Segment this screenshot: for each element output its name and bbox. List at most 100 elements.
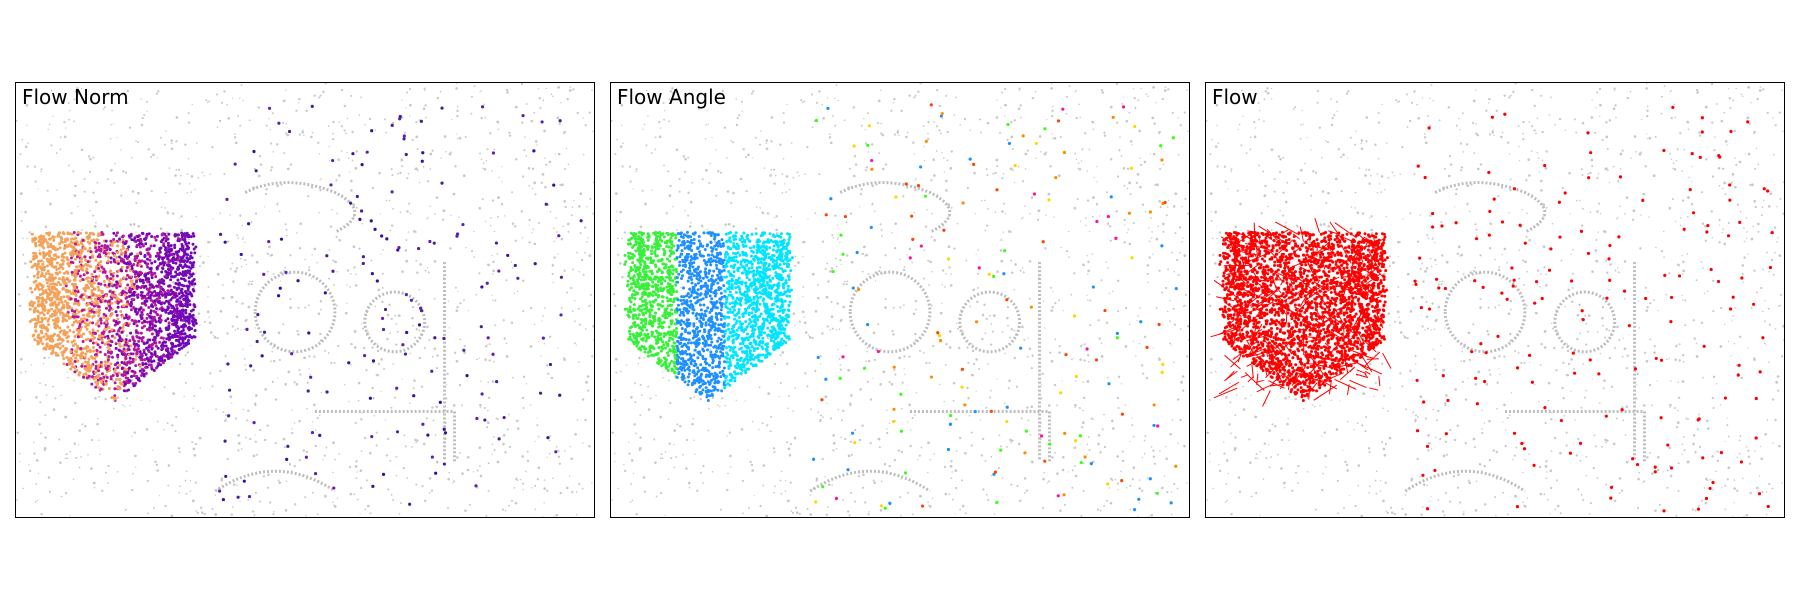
- cluster-event: [72, 315, 76, 319]
- event-dot: [418, 288, 421, 291]
- event-dot: [371, 186, 374, 190]
- event-dot: [557, 85, 561, 89]
- cluster-event: [120, 361, 124, 365]
- event-dot: [255, 394, 258, 397]
- event-dot: [593, 339, 594, 341]
- cluster-event: [79, 231, 83, 235]
- event-dot: [754, 227, 758, 230]
- event-dot: [401, 270, 404, 273]
- event-dot: [377, 288, 381, 292]
- event-dot: [428, 338, 431, 341]
- event-dot: [349, 364, 352, 366]
- event-dot: [211, 385, 214, 388]
- event-dot: [404, 445, 407, 448]
- event-dot: [1121, 459, 1125, 463]
- event-dot: [448, 152, 452, 156]
- cluster-event: [158, 307, 162, 311]
- event-dot: [480, 116, 483, 120]
- event-dot: [707, 429, 710, 432]
- event-dot: [1165, 214, 1168, 217]
- event-dot: [92, 481, 96, 485]
- event-dot: [508, 134, 512, 137]
- event-dot: [1073, 446, 1077, 450]
- cluster-event: [73, 297, 77, 301]
- event-dot: [101, 489, 104, 492]
- cluster-event: [100, 244, 104, 248]
- event-dot: [76, 87, 79, 90]
- event-dot: [660, 453, 663, 456]
- cluster-event: [86, 260, 90, 264]
- cluster-event: [193, 251, 197, 255]
- sparse-event: [351, 152, 355, 156]
- event-dot: [374, 305, 376, 308]
- cluster-event: [158, 359, 162, 363]
- event-dot: [615, 211, 617, 213]
- event-dot: [586, 375, 590, 378]
- cluster-event: [183, 259, 187, 263]
- cluster-event: [76, 359, 80, 363]
- event-dot: [120, 194, 123, 197]
- cluster-event: [132, 298, 136, 302]
- event-dot: [985, 493, 988, 496]
- cluster-event: [54, 351, 58, 355]
- cluster-event: [144, 353, 148, 357]
- event-dot: [170, 147, 174, 151]
- cluster-event: [97, 364, 101, 368]
- sparse-event: [434, 471, 438, 475]
- cluster-event: [98, 345, 102, 349]
- event-dot: [554, 153, 557, 155]
- event-dot: [313, 247, 317, 251]
- event-dot: [134, 454, 137, 458]
- cluster-event: [59, 239, 63, 243]
- sparse-event: [355, 194, 359, 199]
- cluster-event: [153, 289, 157, 293]
- cluster-event: [99, 387, 103, 391]
- cluster-event: [142, 351, 146, 355]
- event-dot: [511, 191, 514, 194]
- event-dot: [819, 363, 822, 365]
- cluster-event: [104, 252, 108, 256]
- event-dot: [684, 157, 687, 161]
- event-dot: [631, 324, 634, 326]
- event-dot: [1017, 442, 1021, 446]
- event-dot: [388, 199, 391, 202]
- event-dot: [244, 368, 248, 371]
- event-dot: [1177, 442, 1179, 444]
- event-dot: [73, 98, 76, 101]
- cluster-event: [181, 336, 185, 340]
- event-dot: [271, 347, 274, 349]
- cluster-event: [95, 238, 99, 242]
- event-dot: [242, 408, 245, 411]
- cluster-event: [148, 283, 152, 287]
- event-dot: [1088, 230, 1091, 233]
- cluster-event: [156, 252, 160, 256]
- event-dot: [485, 160, 488, 162]
- cluster-event: [187, 318, 191, 322]
- event-dot: [411, 305, 415, 309]
- event-dot: [351, 130, 354, 134]
- event-dot: [281, 121, 285, 125]
- event-dot: [158, 495, 161, 497]
- sparse-event: [538, 391, 543, 395]
- event-dot: [488, 264, 491, 267]
- cluster-event: [136, 285, 140, 289]
- cluster-event: [98, 269, 102, 273]
- event-dot: [1000, 238, 1003, 241]
- event-dot: [266, 252, 270, 256]
- event-dot: [763, 167, 766, 169]
- event-dot: [645, 89, 648, 92]
- event-dot: [229, 395, 233, 399]
- cluster-event: [65, 304, 69, 308]
- cluster-event: [104, 363, 108, 367]
- cluster-event: [117, 338, 121, 342]
- event-dot: [1186, 355, 1189, 358]
- event-dot: [93, 486, 96, 489]
- cluster-event: [191, 232, 195, 236]
- cluster-event: [167, 321, 171, 325]
- event-dot: [804, 372, 807, 375]
- cluster-event: [129, 304, 133, 308]
- event-dot: [203, 320, 206, 323]
- event-dot: [415, 483, 418, 486]
- cluster-event: [99, 260, 103, 264]
- cluster-event: [102, 312, 106, 316]
